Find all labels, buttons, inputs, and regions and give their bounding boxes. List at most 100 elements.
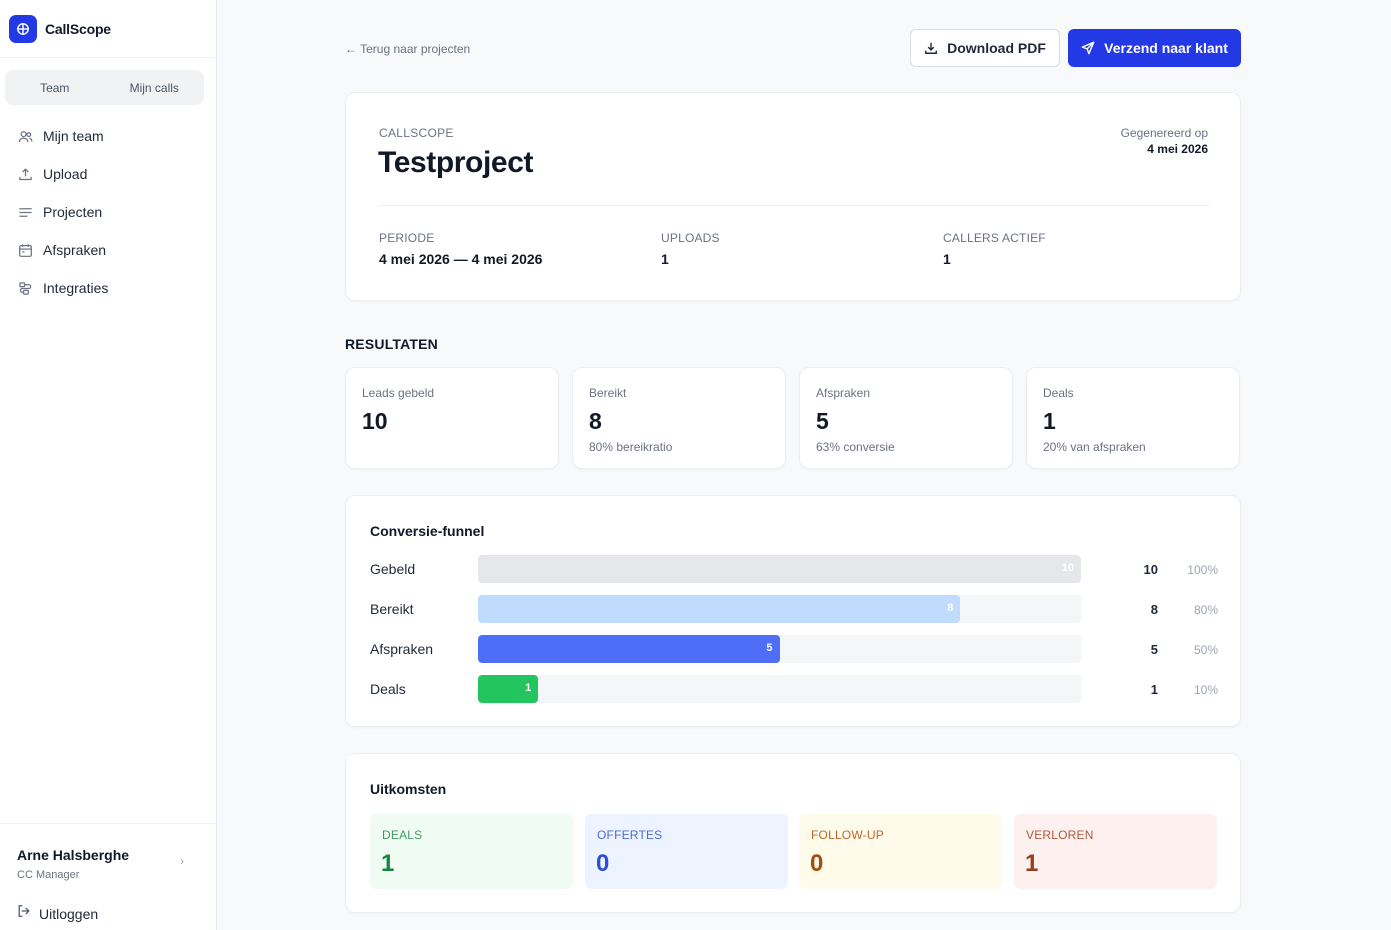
send-label: Verzend naar klant	[1104, 40, 1228, 56]
funnel-label: Deals	[370, 681, 406, 697]
outcomes-title: Uitkomsten	[370, 781, 447, 797]
kpi-label: Leads gebeld	[362, 386, 435, 400]
report-eyebrow: CALLSCOPE	[379, 126, 454, 140]
logout-button[interactable]: Uitloggen	[17, 904, 98, 923]
send-icon	[1081, 41, 1095, 55]
funnel-row-gebeld: Gebeld 10 10 100%	[346, 555, 1242, 583]
sidebar-item-label: Afspraken	[43, 242, 107, 258]
logout-icon	[17, 904, 31, 923]
list-icon	[17, 204, 33, 220]
outcome-value: 1	[1025, 850, 1039, 877]
funnel-title: Conversie-funnel	[370, 523, 485, 539]
kpi-label: Deals	[1043, 386, 1074, 400]
funnel-label: Bereikt	[370, 601, 414, 617]
kpi-value: 10	[362, 408, 388, 434]
outcome-tile-deals: DEALS 1	[370, 814, 573, 889]
sidebar-item-label: Projecten	[43, 204, 103, 220]
users-icon	[17, 128, 33, 144]
download-label: Download PDF	[947, 40, 1046, 56]
funnel-track: 8	[478, 595, 1081, 623]
kpi-sub: 63% conversie	[816, 440, 895, 454]
brand[interactable]: CallScope	[0, 0, 216, 58]
page-title: Testproject	[378, 146, 534, 179]
outcome-value: 0	[596, 850, 610, 877]
funnel-count: 1	[1150, 682, 1158, 697]
funnel-count: 8	[1150, 602, 1158, 617]
funnel-count: 10	[1143, 562, 1158, 577]
chevron-right-icon[interactable]: ›	[180, 854, 184, 868]
view-switch: Team Mijn calls	[5, 70, 204, 105]
funnel-bar-value: 5	[766, 642, 773, 654]
outcome-tile-verloren: VERLOREN 1	[1014, 814, 1217, 889]
sidebar-item-mijn-team[interactable]: Mijn team	[0, 117, 216, 155]
calendar-icon	[17, 242, 33, 258]
funnel-track: 1	[478, 675, 1081, 703]
kpi-card-afspraken: Afspraken 5 63% conversie	[799, 367, 1013, 469]
funnel-label: Afspraken	[370, 641, 434, 657]
kpi-value: 8	[589, 408, 602, 434]
meta-label: UPLOADS	[661, 231, 720, 245]
kpi-label: Bereikt	[589, 386, 627, 400]
conversion-funnel-card: Conversie-funnel Gebeld 10 10 100% Berei…	[345, 495, 1241, 727]
kpi-value: 1	[1043, 408, 1056, 434]
funnel-row-afspraken: Afspraken 5 5 50%	[346, 635, 1242, 663]
meta-value: 4 mei 2026 — 4 mei 2026	[379, 251, 543, 267]
funnel-label: Gebeld	[370, 561, 416, 577]
report-header-card: CALLSCOPE Testproject Gegenereerd op 4 m…	[345, 92, 1241, 301]
switch-team[interactable]: Team	[40, 80, 70, 95]
meta-value: 1	[943, 251, 951, 267]
funnel-count: 5	[1150, 642, 1158, 657]
kpi-label: Afspraken	[816, 386, 871, 400]
brand-name: CallScope	[45, 20, 111, 37]
back-link[interactable]: ← Terug naar projecten	[345, 42, 471, 56]
switch-mijn-calls[interactable]: Mijn calls	[129, 80, 179, 95]
user-panel: Arne Halsberghe CC Manager › Uitloggen	[0, 823, 216, 930]
generated-date: 4 mei 2026	[1147, 142, 1208, 156]
outcome-label: OFFERTES	[597, 828, 663, 842]
kpi-card-leads-gebeld: Leads gebeld 10	[345, 367, 559, 469]
funnel-bar-value: 10	[1061, 562, 1074, 574]
outcomes-card: Uitkomsten DEALS 1 OFFERTES 0 FOLLOW-UP …	[345, 753, 1241, 913]
funnel-percent: 50%	[1193, 643, 1218, 657]
meta-callers-actief: CALLERS ACTIEF 1	[943, 231, 1046, 267]
outcome-tile-offertes: OFFERTES 0	[585, 814, 788, 889]
sidebar-item-label: Upload	[43, 166, 88, 182]
outcome-tile-follow-up: FOLLOW-UP 0	[799, 814, 1002, 889]
sidebar-item-projecten[interactable]: Projecten	[0, 193, 216, 231]
sidebar-item-label: Mijn team	[43, 128, 104, 144]
brand-logo-icon	[9, 14, 37, 43]
kpi-card-deals: Deals 1 20% van afspraken	[1026, 367, 1240, 469]
sidebar: CallScope Team Mijn calls Mijn team Uplo…	[0, 0, 217, 930]
results-title: RESULTATEN	[345, 336, 438, 352]
funnel-row-deals: Deals 1 1 10%	[346, 675, 1242, 703]
outcome-label: FOLLOW-UP	[811, 828, 884, 842]
user-role: CC Manager	[17, 869, 80, 881]
download-icon	[924, 41, 938, 55]
funnel-bar: 1	[478, 675, 539, 703]
outcome-value: 1	[381, 850, 395, 877]
funnel-percent: 100%	[1187, 563, 1218, 577]
sidebar-item-upload[interactable]: Upload	[0, 155, 216, 193]
funnel-bar-value: 8	[947, 602, 954, 614]
sidebar-item-integraties[interactable]: Integraties	[0, 269, 216, 307]
funnel-percent: 80%	[1193, 603, 1218, 617]
outcome-label: DEALS	[382, 828, 423, 842]
upload-icon	[17, 166, 33, 182]
funnel-track: 10	[478, 555, 1081, 583]
outcome-value: 0	[810, 850, 824, 877]
meta-periode: PERIODE 4 mei 2026 — 4 mei 2026	[379, 231, 542, 267]
meta-value: 1	[661, 251, 669, 267]
sidebar-item-afspraken[interactable]: Afspraken	[0, 231, 216, 269]
plug-icon	[17, 280, 33, 296]
sidebar-item-label: Integraties	[43, 280, 109, 296]
funnel-bar-value: 1	[525, 682, 532, 694]
kpi-value: 5	[816, 408, 829, 434]
meta-uploads: UPLOADS 1	[661, 231, 720, 267]
outcome-label: VERLOREN	[1026, 828, 1094, 842]
funnel-row-bereikt: Bereikt 8 8 80%	[346, 595, 1242, 623]
download-pdf-button[interactable]: Download PDF	[910, 29, 1060, 67]
funnel-track: 5	[478, 635, 1081, 663]
send-to-client-button[interactable]: Verzend naar klant	[1068, 29, 1241, 67]
user-name: Arne Halsberghe	[17, 847, 130, 863]
kpi-sub: 80% bereikratio	[589, 440, 673, 454]
